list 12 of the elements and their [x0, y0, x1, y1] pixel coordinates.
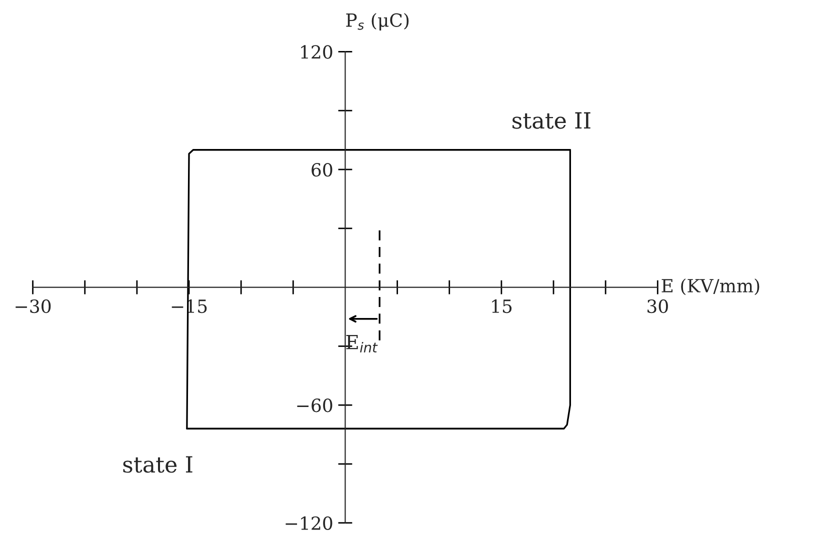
y-tick-label: 120 — [301, 45, 332, 59]
y-tick-label: −120 — [286, 516, 332, 530]
annotation: state II — [512, 112, 590, 129]
annotation: E$_{int}$ — [346, 334, 378, 352]
x-tick-label: 30 — [648, 299, 668, 314]
x-tick-label: −30 — [16, 299, 51, 314]
x-axis-title: E (KV/mm) — [662, 278, 760, 296]
y-tick-label: −60 — [297, 398, 332, 412]
y-tick-label: 60 — [312, 162, 332, 177]
y-axis-title: P$_{s}$ (μC) — [346, 12, 409, 30]
x-tick-label: 15 — [492, 299, 512, 314]
annotation: state I — [123, 456, 192, 473]
